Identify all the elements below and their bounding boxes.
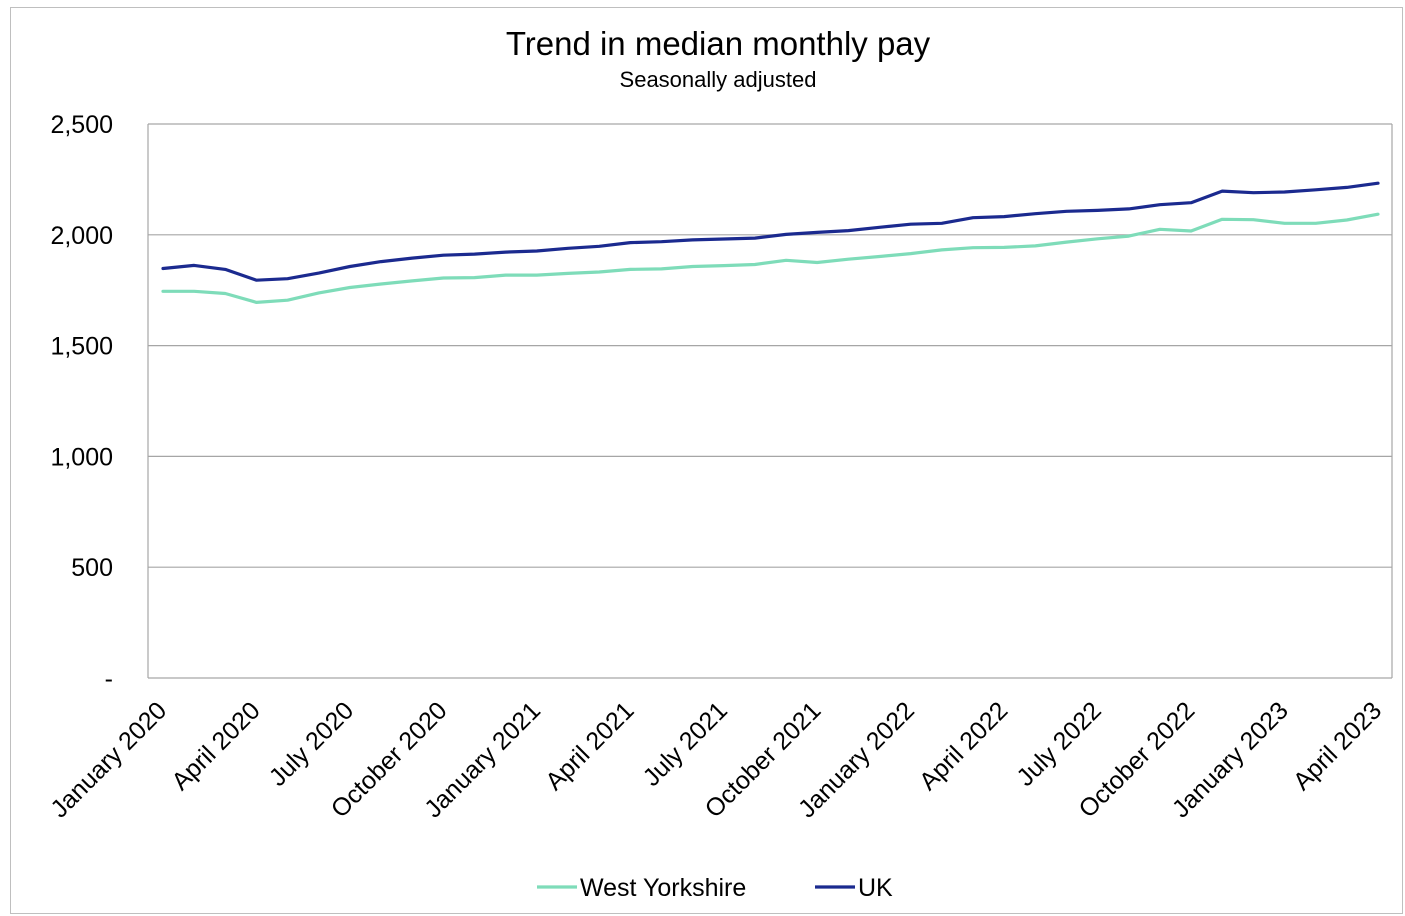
- x-tick-label: April 2023: [1288, 696, 1387, 795]
- chart-subtitle: Seasonally adjusted: [620, 67, 817, 92]
- series-line-1: [161, 181, 1380, 282]
- x-tick-label: January 2020: [45, 696, 172, 823]
- y-axis-ticks: - 500 1,000 1,500 2,000 2,500: [50, 111, 113, 693]
- legend-item: West Yorkshire: [537, 874, 746, 902]
- legend-item: UK: [815, 874, 893, 902]
- y-tick-label: -: [105, 665, 113, 693]
- chart-frame: [10, 7, 1403, 914]
- series-line-0: [161, 212, 1380, 304]
- legend-label: West Yorkshire: [580, 874, 746, 902]
- x-tick-label: July 2020: [264, 696, 359, 791]
- gridlines: [147, 123, 1393, 679]
- x-tick-label: April 2020: [166, 696, 265, 795]
- x-tick-label: April 2022: [914, 696, 1013, 795]
- y-tick-label: 500: [71, 554, 113, 582]
- y-tick-label: 1,500: [50, 333, 113, 361]
- y-tick-label: 2,000: [50, 222, 113, 250]
- x-tick-label: July 2022: [1011, 696, 1106, 791]
- legend: West Yorkshire UK: [537, 874, 893, 902]
- chart-title: Trend in median monthly pay: [506, 25, 931, 62]
- x-tick-label: July 2021: [638, 696, 733, 791]
- legend-label: UK: [858, 874, 893, 902]
- x-tick-label: April 2021: [540, 696, 639, 795]
- y-tick-label: 1,000: [50, 443, 113, 471]
- y-tick-label: 2,500: [50, 111, 113, 139]
- series-lines: [161, 181, 1380, 304]
